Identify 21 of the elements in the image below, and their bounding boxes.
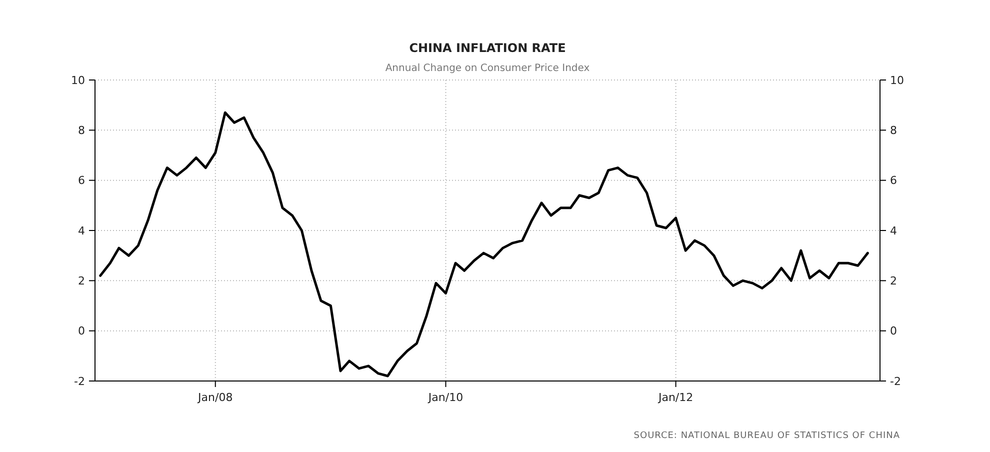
x-tick-label: Jan/12 — [657, 391, 694, 404]
x-tick-label: Jan/08 — [197, 391, 233, 404]
source-note: SOURCE: NATIONAL BUREAU OF STATISTICS OF CHINA — [634, 431, 900, 441]
y2-tick-label: 8 — [890, 124, 897, 138]
y-tick-label: -2 — [74, 374, 85, 388]
y2-tick-label: 4 — [890, 224, 897, 238]
y2-tick-label: 6 — [890, 174, 897, 188]
y2-tick-label: 10 — [890, 74, 904, 87]
y2-tick-label: 2 — [890, 274, 897, 288]
chart-title: CHINA INFLATION RATE — [409, 41, 566, 55]
line-series — [99, 111, 869, 378]
y-tick-label: 0 — [78, 324, 85, 338]
y-tick-label: 10 — [71, 74, 85, 87]
y2-tick-label: 0 — [890, 324, 897, 338]
chart-subtitle: Annual Change on Consumer Price Index — [385, 63, 590, 74]
y-tick-label: 8 — [78, 124, 85, 138]
y-tick-label: 6 — [78, 174, 85, 188]
y-tick-label: 2 — [78, 274, 85, 288]
y2-tick-label: -2 — [890, 374, 901, 388]
x-tick-label: Jan/10 — [427, 391, 464, 404]
y-tick-label: 4 — [78, 224, 85, 238]
